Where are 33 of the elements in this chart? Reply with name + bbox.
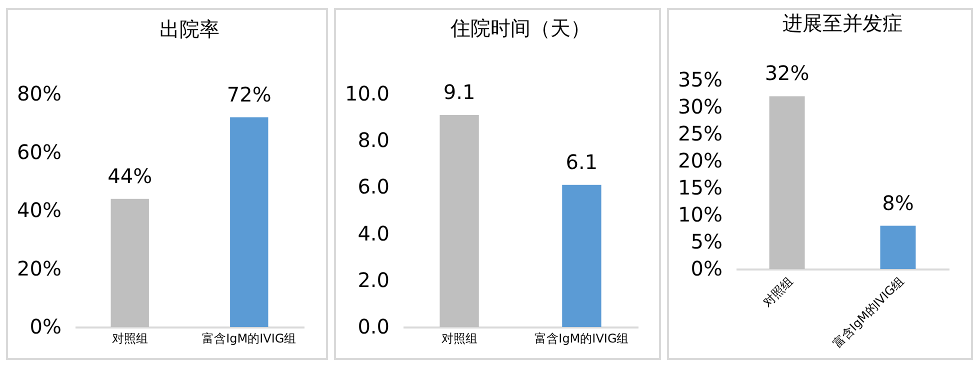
y-tick-label: 10.0 (344, 82, 390, 106)
y-tick-label: 2.0 (357, 268, 390, 292)
y-tick-label: 60% (17, 140, 62, 164)
y-tick-label: 8.0 (357, 128, 390, 152)
y-tick-label: 0% (691, 256, 723, 280)
x-tick-label: 对照组 (112, 332, 148, 346)
chart-title: 出院率 (160, 17, 220, 41)
x-tick-label: 对照组 (760, 274, 796, 310)
y-tick-label: 20% (678, 148, 723, 172)
data-label: 32% (765, 61, 810, 86)
data-label: 72% (226, 82, 272, 106)
chart-title: 住院时间（天） (449, 16, 590, 40)
y-tick-label: 5% (691, 230, 723, 254)
y-tick-label: 6.0 (357, 174, 390, 199)
y-tick-label: 10% (678, 202, 723, 226)
y-tick-label: 30% (678, 94, 723, 118)
x-tick-label: 对照组 (440, 332, 477, 346)
chart-title: 进展至并发症 (782, 11, 903, 36)
x-tick-label: 富含IgM的IVIG组 (534, 332, 628, 346)
data-label: 9.1 (443, 80, 475, 104)
y-tick-label: 25% (678, 122, 723, 146)
y-tick-label: 0.0 (357, 314, 390, 338)
y-tick-label: 15% (678, 176, 723, 200)
y-tick-label: 80% (17, 82, 62, 106)
y-tick-label: 4.0 (357, 221, 390, 246)
y-tick-label: 0% (30, 314, 62, 338)
y-tick-label: 20% (17, 256, 62, 280)
data-label: 44% (108, 164, 152, 188)
data-label: 8% (882, 190, 914, 215)
x-tick-label: 富含IgM的IVIG组 (202, 332, 296, 346)
data-label: 6.1 (565, 150, 598, 174)
y-tick-label: 35% (678, 68, 723, 92)
y-tick-label: 40% (17, 198, 62, 222)
